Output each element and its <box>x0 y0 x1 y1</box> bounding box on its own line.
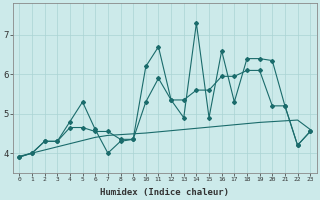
X-axis label: Humidex (Indice chaleur): Humidex (Indice chaleur) <box>100 188 229 197</box>
